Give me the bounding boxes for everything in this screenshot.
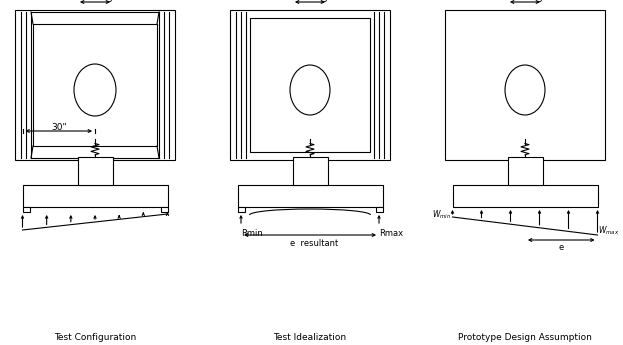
Text: Test Configuration: Test Configuration: [54, 333, 136, 342]
Bar: [293, 157, 328, 185]
Ellipse shape: [74, 64, 116, 116]
Text: $W_{min}$: $W_{min}$: [432, 209, 452, 221]
Text: Loading: Loading: [507, 0, 543, 1]
Bar: [376, 207, 383, 212]
Bar: [452, 185, 597, 207]
Text: Test Idealization: Test Idealization: [273, 333, 346, 342]
Bar: [161, 207, 168, 212]
Bar: [508, 157, 543, 185]
Bar: [22, 185, 168, 207]
Bar: [250, 18, 370, 152]
Bar: [237, 207, 244, 212]
Text: Loading: Loading: [77, 0, 113, 1]
Text: $W_{max}$: $W_{max}$: [599, 225, 620, 237]
Text: e: e: [559, 243, 564, 252]
Ellipse shape: [505, 65, 545, 115]
Bar: [33, 24, 157, 146]
Bar: [230, 10, 390, 160]
Bar: [15, 10, 175, 160]
Text: Rmin: Rmin: [241, 229, 263, 238]
Bar: [237, 185, 383, 207]
Bar: [445, 10, 605, 160]
Text: Rmax: Rmax: [379, 229, 403, 238]
Text: 30": 30": [51, 122, 67, 131]
Bar: [77, 157, 113, 185]
Text: Loading: Loading: [292, 0, 328, 1]
Bar: [22, 207, 29, 212]
Text: Prototype Design Assumption: Prototype Design Assumption: [458, 333, 592, 342]
Ellipse shape: [290, 65, 330, 115]
Text: e  resultant: e resultant: [290, 239, 338, 248]
